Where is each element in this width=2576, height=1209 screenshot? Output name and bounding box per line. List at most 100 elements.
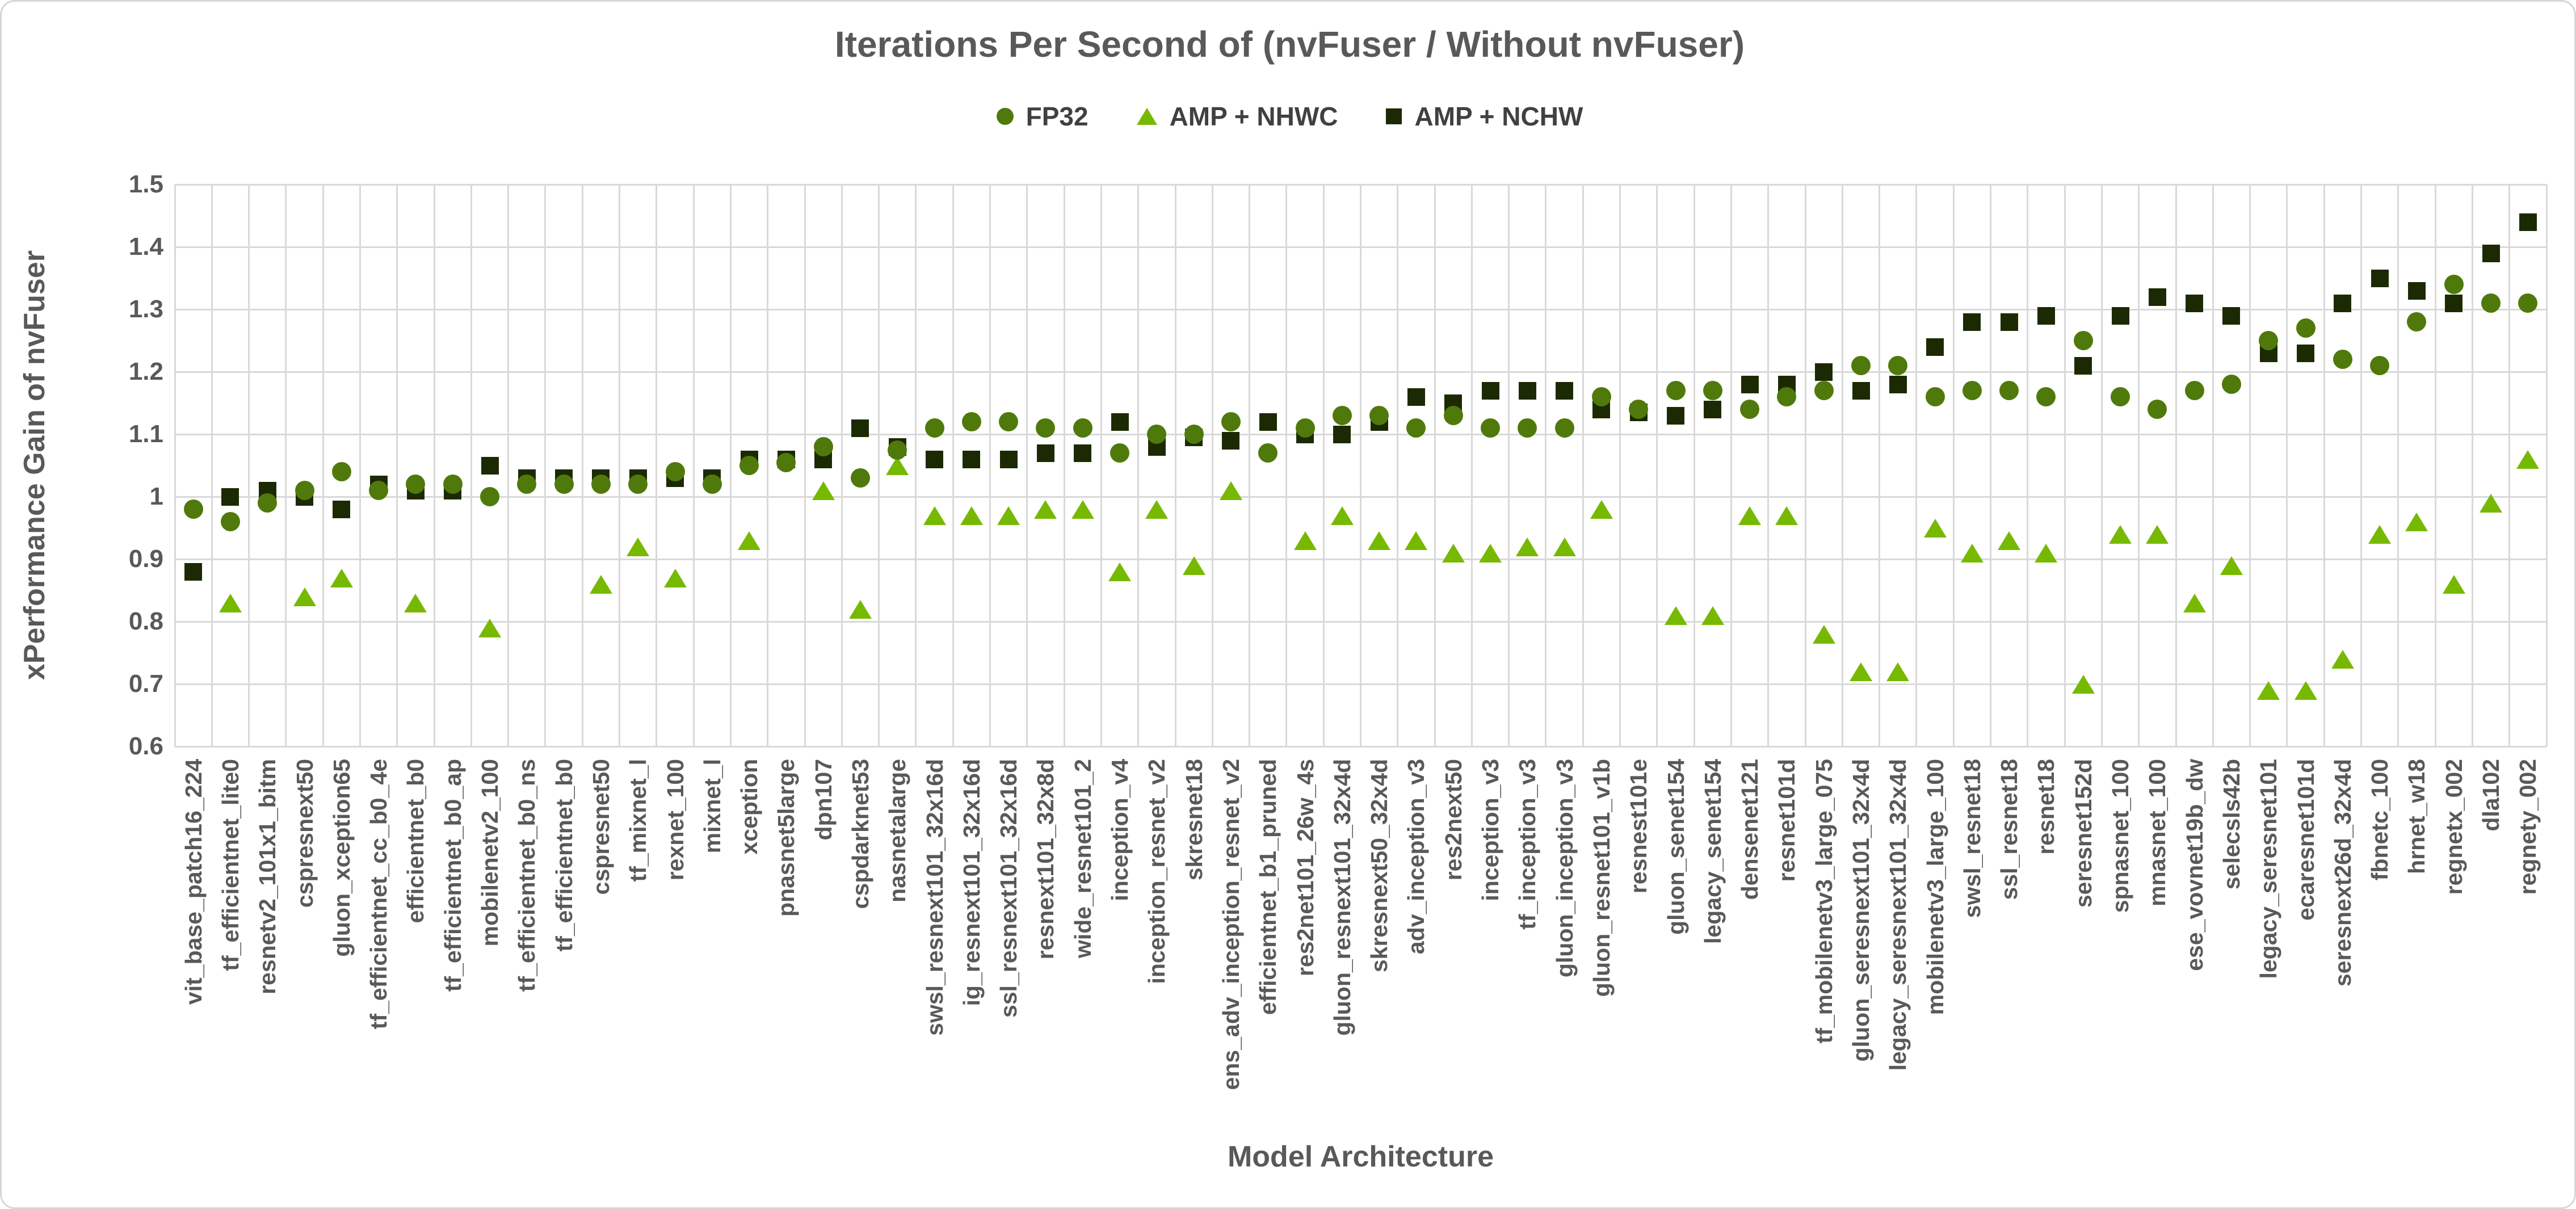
circle-icon: [996, 108, 1014, 125]
data-point-amp-nhwc-gluon_resnet101_v1b: [1590, 499, 1613, 519]
v-gridline: [1434, 184, 1436, 746]
v-gridline: [1841, 184, 1843, 746]
x-category-label: skresnet18: [1180, 759, 1207, 881]
data-point-fp32-spnasnet_100: [2111, 387, 2130, 406]
y-tick-label: 1.3: [128, 295, 163, 323]
data-point-amp-nhwc-skresnext50_32x4d: [1368, 531, 1391, 550]
data-point-amp-nchw-regnetx_002: [2445, 294, 2463, 312]
x-category-label: ssl_resnet18: [1996, 759, 2023, 900]
data-point-amp-nhwc-ese_vovnet19b_dw: [2183, 593, 2206, 612]
data-point-fp32-ssl_resnet18: [1999, 381, 2019, 400]
v-gridline: [1470, 184, 1473, 746]
data-point-amp-nchw-ssl_resnet18: [2000, 313, 2018, 331]
v-gridline: [507, 184, 510, 746]
x-category-label: gluon_resnet101_v1b: [1588, 759, 1615, 997]
data-point-fp32-legacy_seresnext101_32x4d: [1888, 356, 1908, 375]
data-point-fp32-gluon_resnet101_v1b: [1591, 387, 1611, 406]
v-gridline: [1693, 184, 1695, 746]
legend: FP32 AMP + NHWC AMP + NCHW: [2, 101, 2574, 132]
data-point-fp32-mobilenetv3_large_100: [1925, 387, 1945, 406]
y-tick-label: 1.5: [128, 170, 163, 198]
x-category-label: swsl_resnext101_32x16d: [921, 759, 948, 1036]
v-gridline: [2471, 184, 2473, 746]
y-tick-label: 0.9: [128, 545, 163, 573]
data-point-fp32-resnetv2_101x1_bitm: [258, 493, 278, 513]
data-point-fp32-ssl_resnext101_32x16d: [999, 412, 1019, 431]
data-point-fp32-tf_efficientnet_b0_ns: [517, 475, 537, 494]
data-point-amp-nhwc-inception_v4: [1108, 562, 1132, 581]
x-category-label: densenet121: [1737, 759, 1763, 900]
x-category-label: pnasnet5large: [773, 759, 800, 917]
data-point-fp32-res2next50: [1443, 406, 1463, 425]
data-point-amp-nhwc-dla102: [2480, 493, 2503, 513]
data-point-amp-nchw-tf_efficientnet_lite0: [221, 488, 239, 506]
data-point-fp32-skresnet18: [1184, 425, 1204, 444]
data-point-fp32-wide_resnet101_2: [1073, 418, 1092, 438]
v-gridline: [1026, 184, 1028, 746]
v-gridline: [804, 184, 806, 746]
data-point-amp-nchw-dla102: [2482, 244, 2500, 262]
v-gridline: [1211, 184, 1213, 746]
x-category-label: cspresnext50: [291, 759, 318, 908]
v-gridline: [2508, 184, 2511, 746]
data-point-amp-nhwc-res2net101_26w_4s: [1293, 531, 1317, 550]
v-gridline: [211, 184, 213, 746]
data-point-amp-nchw-cspdarknet53: [851, 419, 869, 437]
v-gridline: [2064, 184, 2066, 746]
data-point-amp-nhwc-ssl_resnext101_32x16d: [997, 506, 1020, 525]
legend-label: FP32: [1026, 102, 1089, 131]
data-point-fp32-skresnext50_32x4d: [1369, 406, 1389, 425]
x-category-label: mobilenetv3_large_100: [1922, 759, 1948, 1015]
data-point-amp-nhwc-swsl_resnet18: [1960, 543, 1984, 562]
x-category-label: resnext101_32x8d: [1032, 759, 1059, 960]
v-gridline: [581, 184, 583, 746]
data-point-fp32-densenet121: [1740, 400, 1760, 419]
legend-label: AMP + NHWC: [1169, 102, 1338, 131]
v-gridline: [2212, 184, 2214, 746]
data-point-fp32-pnasnet5large: [776, 452, 796, 472]
data-point-amp-nhwc-legacy_seresnet101: [2257, 681, 2280, 700]
data-point-fp32-rexnet_100: [665, 462, 685, 481]
data-point-amp-nhwc-cspresnet50: [589, 574, 612, 594]
data-point-amp-nhwc-efficientnet_b0: [404, 593, 427, 612]
data-point-amp-nchw-inception_v3: [1481, 381, 1499, 400]
legend-item-fp32: FP32: [996, 101, 1089, 132]
data-point-amp-nhwc-resnet101d: [1775, 506, 1798, 525]
x-category-label: wide_resnet101_2: [1069, 759, 1096, 959]
data-point-amp-nhwc-fbnetc_100: [2368, 524, 2392, 544]
data-point-fp32-tf_inception_v3: [1518, 418, 1537, 438]
data-point-fp32-inception_resnet_v2: [1147, 425, 1167, 444]
data-point-amp-nchw-legacy_seresnext101_32x4d: [1889, 375, 1907, 393]
chart-title: Iterations Per Second of (nvFuser / With…: [834, 24, 1745, 65]
legend-label: AMP + NCHW: [1414, 102, 1583, 131]
data-point-amp-nhwc-regnetx_002: [2442, 574, 2465, 594]
data-point-fp32-dla102: [2481, 293, 2501, 313]
v-gridline: [1804, 184, 1806, 746]
v-gridline: [470, 184, 472, 746]
x-category-label: gluon_senet154: [1662, 759, 1689, 935]
x-category-label: inception_resnet_v2: [1144, 759, 1170, 984]
data-point-fp32-regnety_002: [2518, 293, 2538, 313]
data-point-fp32-gluon_senet154: [1666, 381, 1686, 400]
data-point-fp32-seresnet152d: [2073, 331, 2093, 350]
x-category-label: mnasnet_100: [2144, 759, 2171, 906]
data-point-amp-nhwc-gluon_inception_v3: [1553, 537, 1576, 556]
data-point-amp-nchw-mnasnet_100: [2148, 288, 2166, 306]
x-category-label: dpn107: [810, 759, 837, 841]
data-point-fp32-cspdarknet53: [850, 468, 870, 488]
data-point-fp32-dpn107: [813, 437, 833, 456]
data-point-amp-nchw-swsl_resnext101_32x16d: [926, 450, 944, 468]
x-category-label: tf_efficientnet_lite0: [217, 759, 243, 971]
x-category-label: tf_efficientnet_b0: [551, 759, 577, 952]
x-category-label: tf_mobilenetv3_large_075: [1810, 759, 1837, 1044]
data-point-amp-nchw-resnext101_32x8d: [1036, 444, 1054, 462]
data-point-fp32-selecsls42b: [2221, 375, 2241, 394]
x-category-label: vit_base_patch16_224: [180, 759, 207, 1005]
data-point-fp32-tf_efficientnet_b0_ap: [443, 475, 463, 494]
data-point-fp32-xception: [739, 456, 759, 475]
data-point-amp-nchw-ese_vovnet19b_dw: [2186, 294, 2204, 312]
data-point-fp32-adv_inception_v3: [1406, 418, 1426, 438]
data-point-amp-nchw-ig_resnext101_32x16d: [963, 450, 981, 468]
data-point-amp-nchw-legacy_senet154: [1704, 400, 1722, 418]
